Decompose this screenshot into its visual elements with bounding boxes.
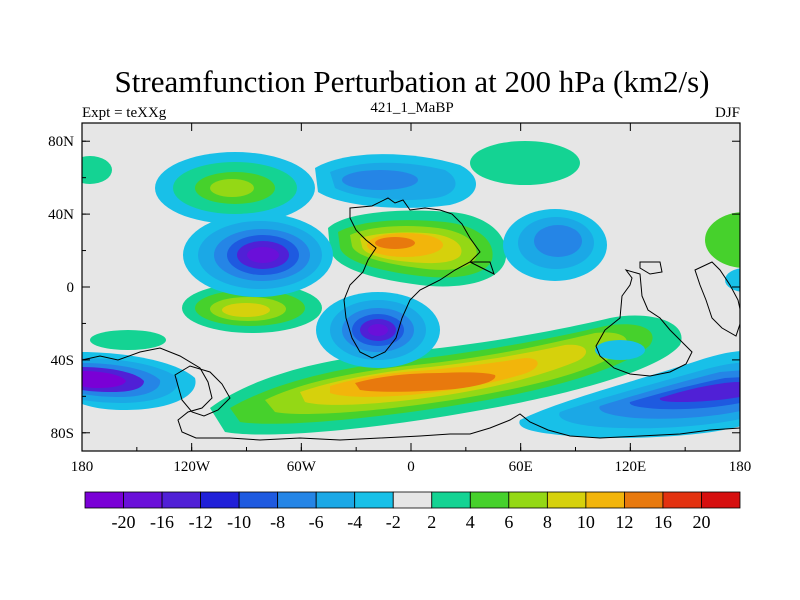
south-america-tip-outline <box>174 365 231 417</box>
y-tick-label: 40S <box>51 353 74 369</box>
experiment-label: Expt = teXXg <box>82 105 167 121</box>
colorbar-label: 12 <box>615 512 633 532</box>
map-field <box>82 123 740 451</box>
colorbar-box <box>431 491 471 509</box>
anomaly-north-africa-high <box>328 210 507 287</box>
colorbar-label: -20 <box>112 512 136 532</box>
colorbar-label: -2 <box>386 512 401 532</box>
australia-outline <box>595 269 693 377</box>
colorbar-box <box>546 491 587 509</box>
colorbar-label: 2 <box>427 512 436 532</box>
colorbar-box <box>585 491 625 509</box>
colorbar-box <box>662 491 702 509</box>
anomaly-northeast-pacific-low <box>183 213 333 297</box>
colorbar-label: -4 <box>347 512 362 532</box>
anomaly-south-ocean-east-low <box>519 351 740 438</box>
colorbar-box <box>84 491 124 509</box>
colorbar-label: 8 <box>543 512 552 532</box>
colorbar-box <box>624 491 664 509</box>
colorbar-box <box>354 491 394 509</box>
run-label: 421_1_MaBP <box>370 100 453 116</box>
colorbar: -20 -16 -12 -10 -8 -6 -4 -2 2 4 6 8 10 12 16 20 <box>84 491 741 532</box>
anomaly-south-pacific-west-low <box>82 352 196 410</box>
anomaly-eurasia-north-low <box>315 154 477 208</box>
colorbar-box <box>315 491 356 509</box>
anomaly-south-atlantic-high <box>210 315 682 435</box>
colorbar-label: 10 <box>577 512 595 532</box>
anomaly-east-edge-low <box>725 268 740 292</box>
anomaly-east-edge-high <box>705 212 740 268</box>
colorbar-box <box>200 491 240 509</box>
colorbar-label: 20 <box>692 512 710 532</box>
x-tick-label: 120W <box>173 459 211 475</box>
chart-title: Streamfunction Perturbation at 200 hPa (… <box>115 64 710 99</box>
colorbar-label: -8 <box>270 512 285 532</box>
y-tick-label: 0 <box>67 280 75 296</box>
colorbar-label: -12 <box>189 512 213 532</box>
colorbar-box <box>161 491 201 509</box>
colorbar-box <box>469 491 510 509</box>
anomaly-small-high-west <box>90 330 166 350</box>
dateline-island-outline <box>694 261 740 337</box>
x-tick-label: 180 <box>729 459 752 475</box>
africa-eurasia-outline <box>343 197 481 359</box>
colorbar-label: 16 <box>654 512 672 532</box>
x-tick-label: 0 <box>407 459 415 475</box>
x-tick-label: 60W <box>287 459 317 475</box>
continent-outlines <box>82 197 740 441</box>
x-tick-label: 120E <box>614 459 646 475</box>
antarctica-outline <box>82 347 740 441</box>
anomaly-tropical-pacific-high <box>182 283 322 333</box>
x-tick-label: 180 <box>71 459 94 475</box>
colorbar-label: -16 <box>150 512 174 532</box>
anomaly-small-low-east <box>595 340 645 360</box>
colorbar-box <box>277 491 317 509</box>
arabia-outline <box>469 261 495 275</box>
axis-ticks: 180 120W 60W 0 60E 120E 180 80N 40N 0 40S 80S <box>48 123 751 475</box>
colorbar-box <box>238 491 279 509</box>
y-tick-label: 80S <box>51 426 74 442</box>
colorbar-box <box>123 491 163 509</box>
anomaly-arctic-high <box>470 141 580 185</box>
japan-outline <box>639 261 663 275</box>
y-tick-label: 80N <box>48 134 74 150</box>
colorbar-label: 4 <box>466 512 475 532</box>
colorbar-label: 6 <box>504 512 513 532</box>
colorbar-label: -6 <box>309 512 324 532</box>
colorbar-box <box>508 491 548 509</box>
colorbar-label: -10 <box>227 512 251 532</box>
colorbar-box <box>701 491 741 509</box>
anomaly-asia-low <box>503 209 607 281</box>
anomaly-north-pacific-high <box>155 152 315 224</box>
y-tick-label: 40N <box>48 207 74 223</box>
anomaly-southeast-pacific-low <box>316 292 440 368</box>
x-tick-label: 60E <box>509 459 533 475</box>
anomaly-west-edge-high <box>82 156 112 184</box>
colorbar-box <box>392 491 433 509</box>
season-label: DJF <box>715 105 740 121</box>
